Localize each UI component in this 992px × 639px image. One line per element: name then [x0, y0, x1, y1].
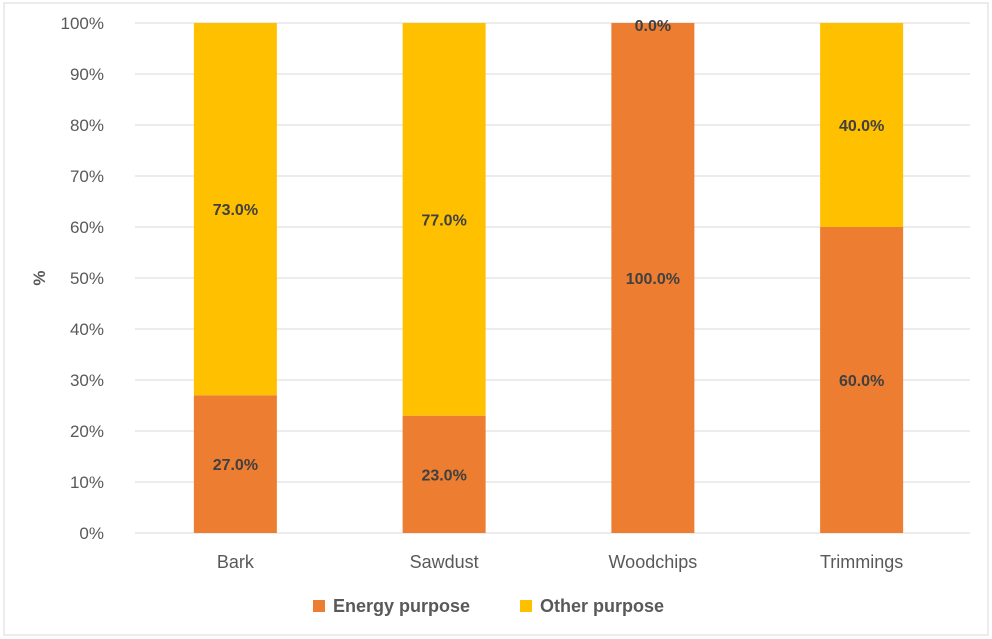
data-label: 73.0%	[213, 202, 258, 219]
data-label: 0.0%	[635, 18, 671, 35]
bar-segment-energy-purpose	[820, 227, 904, 533]
y-tick-label: 40%	[70, 320, 104, 339]
data-label: 40.0%	[839, 118, 884, 135]
legend-swatch	[520, 600, 532, 612]
y-tick-label: 70%	[70, 167, 104, 186]
y-tick-label: 50%	[70, 269, 104, 288]
data-label: 100.0%	[626, 271, 680, 288]
data-label: 27.0%	[213, 457, 258, 474]
bar-segment-other-purpose	[402, 23, 486, 416]
y-tick-label: 60%	[70, 218, 104, 237]
bar-segment-other-purpose	[193, 23, 277, 396]
y-tick-label: 20%	[70, 422, 104, 441]
data-label: 60.0%	[839, 373, 884, 390]
data-label: 77.0%	[421, 212, 466, 229]
legend-label: Other purpose	[540, 596, 664, 616]
y-tick-label: 10%	[70, 473, 104, 492]
bar-segment-energy-purpose	[402, 415, 486, 533]
y-tick-label: 0%	[79, 524, 104, 543]
bar-segment-other-purpose	[820, 23, 904, 227]
x-tick-label: Woodchips	[609, 552, 698, 572]
bar-segment-energy-purpose	[611, 23, 695, 533]
bar-segment-energy-purpose	[193, 395, 277, 533]
y-tick-label: 90%	[70, 65, 104, 84]
y-tick-label: 30%	[70, 371, 104, 390]
data-label: 23.0%	[421, 467, 466, 484]
legend-label: Energy purpose	[333, 596, 470, 616]
y-tick-label: 80%	[70, 116, 104, 135]
x-tick-label: Trimmings	[820, 552, 903, 572]
x-tick-label: Bark	[217, 552, 255, 572]
x-tick-label: Sawdust	[410, 552, 479, 572]
y-axis-label: %	[30, 270, 49, 285]
legend-swatch	[313, 600, 325, 612]
y-tick-label: 100%	[61, 14, 104, 33]
